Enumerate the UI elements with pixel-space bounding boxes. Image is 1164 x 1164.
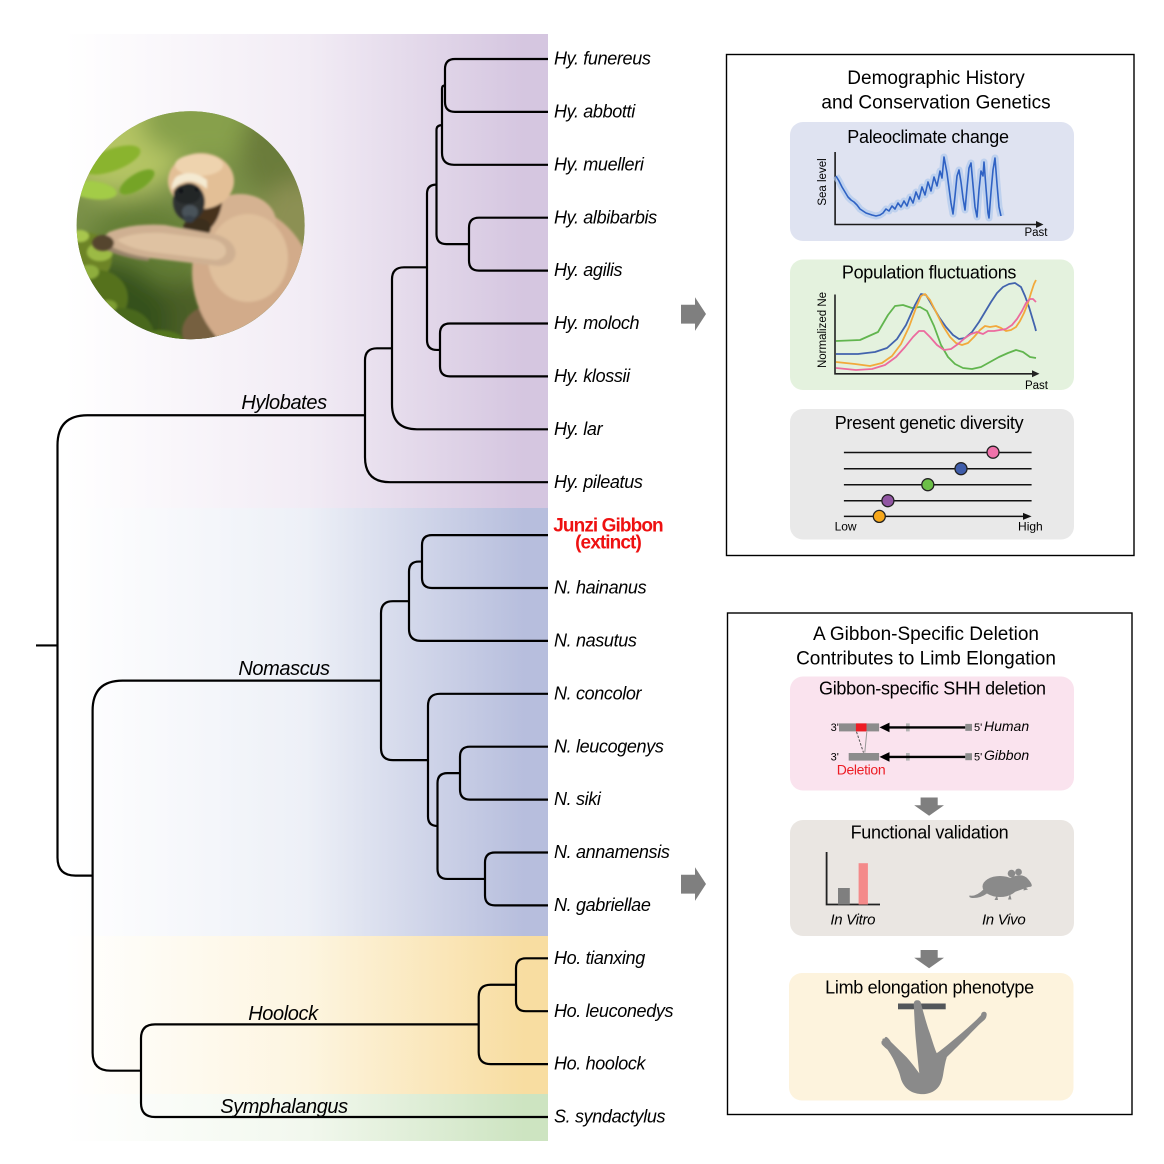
svg-text:Ho. hoolock: Ho. hoolock [554, 1054, 647, 1074]
svg-text:Hy. agilis: Hy. agilis [554, 260, 623, 280]
svg-text:Functional validation: Functional validation [851, 823, 1009, 843]
svg-text:Past: Past [1024, 227, 1048, 239]
svg-text:Hy. pileatus: Hy. pileatus [554, 472, 643, 492]
svg-text:Human: Human [984, 718, 1029, 734]
svg-text:Ho. leuconedys: Ho. leuconedys [554, 1001, 674, 1021]
svg-text:N. concolor: N. concolor [554, 683, 643, 703]
svg-text:Paleoclimate change: Paleoclimate change [847, 127, 1009, 147]
svg-text:N. hainanus: N. hainanus [554, 578, 647, 598]
svg-text:Limb elongation phenotype: Limb elongation phenotype [825, 977, 1034, 997]
svg-text:Hy. klossii: Hy. klossii [554, 366, 631, 386]
svg-text:Low: Low [835, 520, 857, 534]
svg-text:Sea level: Sea level [817, 158, 829, 205]
svg-text:Gibbon-specific SHH deletion: Gibbon-specific SHH deletion [819, 679, 1046, 699]
svg-text:Hy. lar: Hy. lar [554, 419, 604, 439]
svg-text:Contributes to Limb Elongation: Contributes to Limb Elongation [796, 648, 1056, 669]
svg-text:5': 5' [974, 722, 982, 734]
svg-text:N. gabriellae: N. gabriellae [554, 895, 651, 915]
svg-text:Symphalangus: Symphalangus [220, 1096, 348, 1118]
svg-text:Normalized Ne: Normalized Ne [817, 292, 829, 368]
svg-text:Hy. funereus: Hy. funereus [554, 49, 651, 69]
svg-text:(extinct): (extinct) [575, 532, 641, 553]
svg-text:Hoolock: Hoolock [248, 1003, 319, 1025]
svg-text:Ho. tianxing: Ho. tianxing [554, 948, 645, 968]
svg-text:Hy. muelleri: Hy. muelleri [554, 154, 645, 174]
svg-text:Population fluctuations: Population fluctuations [842, 262, 1017, 282]
svg-text:A Gibbon-Specific Deletion: A Gibbon-Specific Deletion [813, 624, 1039, 645]
svg-text:Junzi Gibbon: Junzi Gibbon [553, 516, 663, 537]
svg-text:3': 3' [831, 722, 839, 734]
svg-text:N. annamensis: N. annamensis [554, 842, 670, 862]
svg-text:N. nasutus: N. nasutus [554, 631, 637, 651]
svg-text:In Vivo: In Vivo [982, 912, 1026, 929]
svg-text:Hy. abbotti: Hy. abbotti [554, 102, 636, 122]
svg-text:Deletion: Deletion [837, 762, 886, 778]
svg-text:Hy. albibarbis: Hy. albibarbis [554, 207, 657, 227]
svg-text:and Conservation Genetics: and Conservation Genetics [821, 92, 1050, 113]
svg-text:S. syndactylus: S. syndactylus [554, 1107, 666, 1127]
svg-text:3': 3' [831, 752, 839, 764]
svg-text:High: High [1018, 520, 1043, 534]
svg-text:Gibbon: Gibbon [984, 747, 1029, 763]
svg-text:N. leucogenys: N. leucogenys [554, 736, 664, 756]
svg-text:In Vitro: In Vitro [830, 912, 875, 929]
svg-text:Present genetic diversity: Present genetic diversity [835, 413, 1024, 433]
svg-text:Demographic History: Demographic History [847, 68, 1025, 89]
svg-text:5': 5' [974, 752, 982, 764]
svg-text:Past: Past [1025, 380, 1049, 392]
svg-text:Nomascus: Nomascus [238, 658, 330, 680]
svg-text:N. siki: N. siki [554, 789, 602, 809]
svg-text:Hylobates: Hylobates [241, 392, 327, 414]
svg-text:Hy. moloch: Hy. moloch [554, 313, 640, 333]
